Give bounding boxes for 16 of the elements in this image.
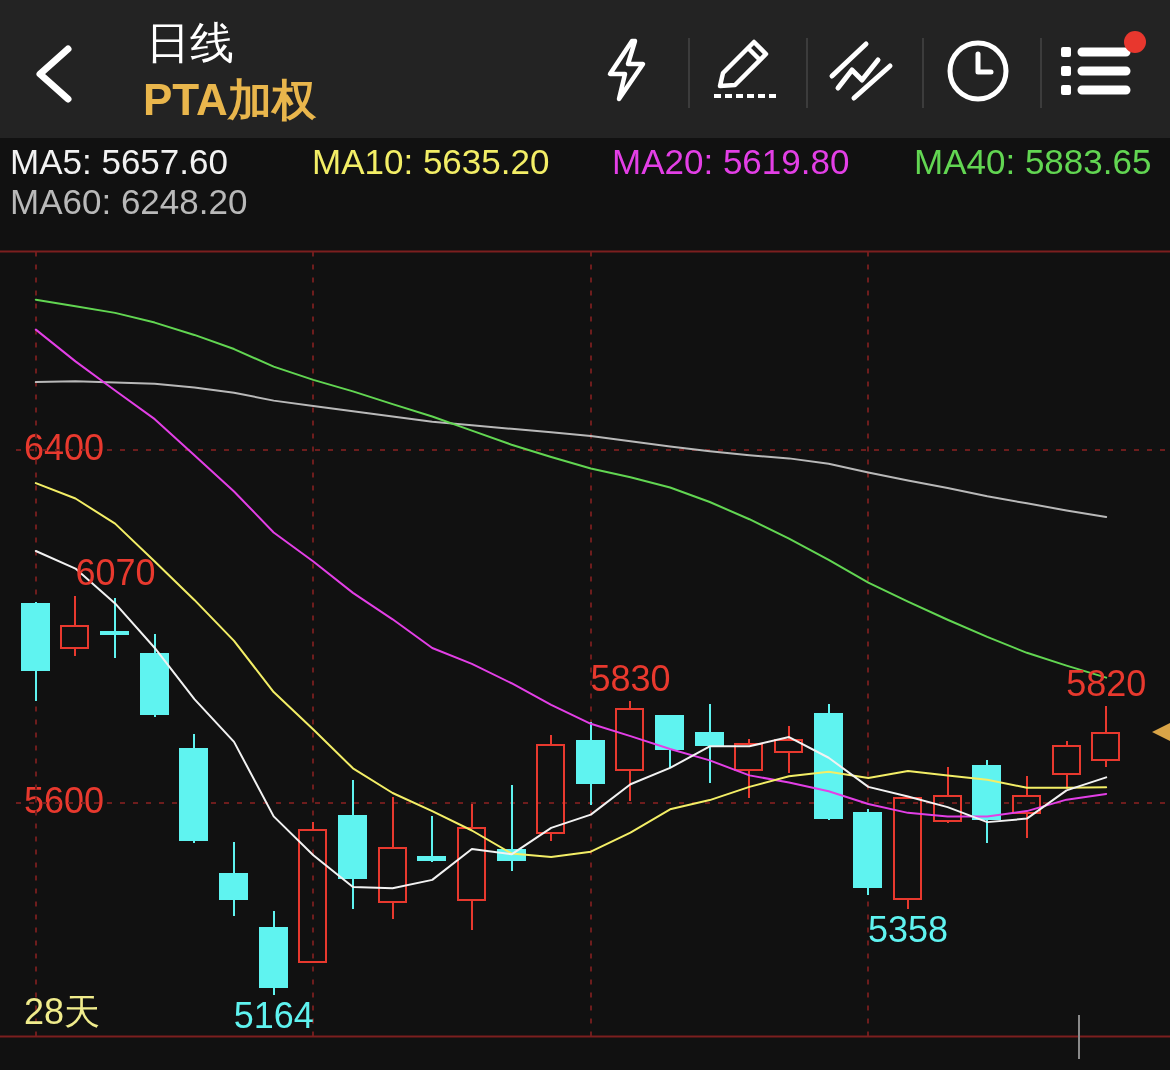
annotation: 5358 (867, 909, 949, 951)
chart-title: 日线 (146, 17, 234, 69)
text: MA20: 5619.80 (612, 142, 851, 182)
text: MA40: 5883.65 (914, 142, 1153, 182)
annotation: 28天 (24, 991, 101, 1033)
text: MA5: 5657.60 (10, 142, 229, 182)
candlestick (457, 804, 486, 930)
annotation: 5820 (1066, 662, 1147, 704)
y-tick-label: 5600 (24, 779, 105, 821)
y-tick-label: 6400 (24, 426, 105, 468)
annotation: 5830 (590, 658, 671, 700)
text: MA60: 6248.20 (10, 182, 249, 222)
chart-subtitle: PTA加权 (143, 74, 316, 126)
text: MA10: 5635.20 (312, 142, 551, 182)
annotation: 5164 (233, 994, 314, 1036)
annotation: 6070 (75, 552, 156, 594)
